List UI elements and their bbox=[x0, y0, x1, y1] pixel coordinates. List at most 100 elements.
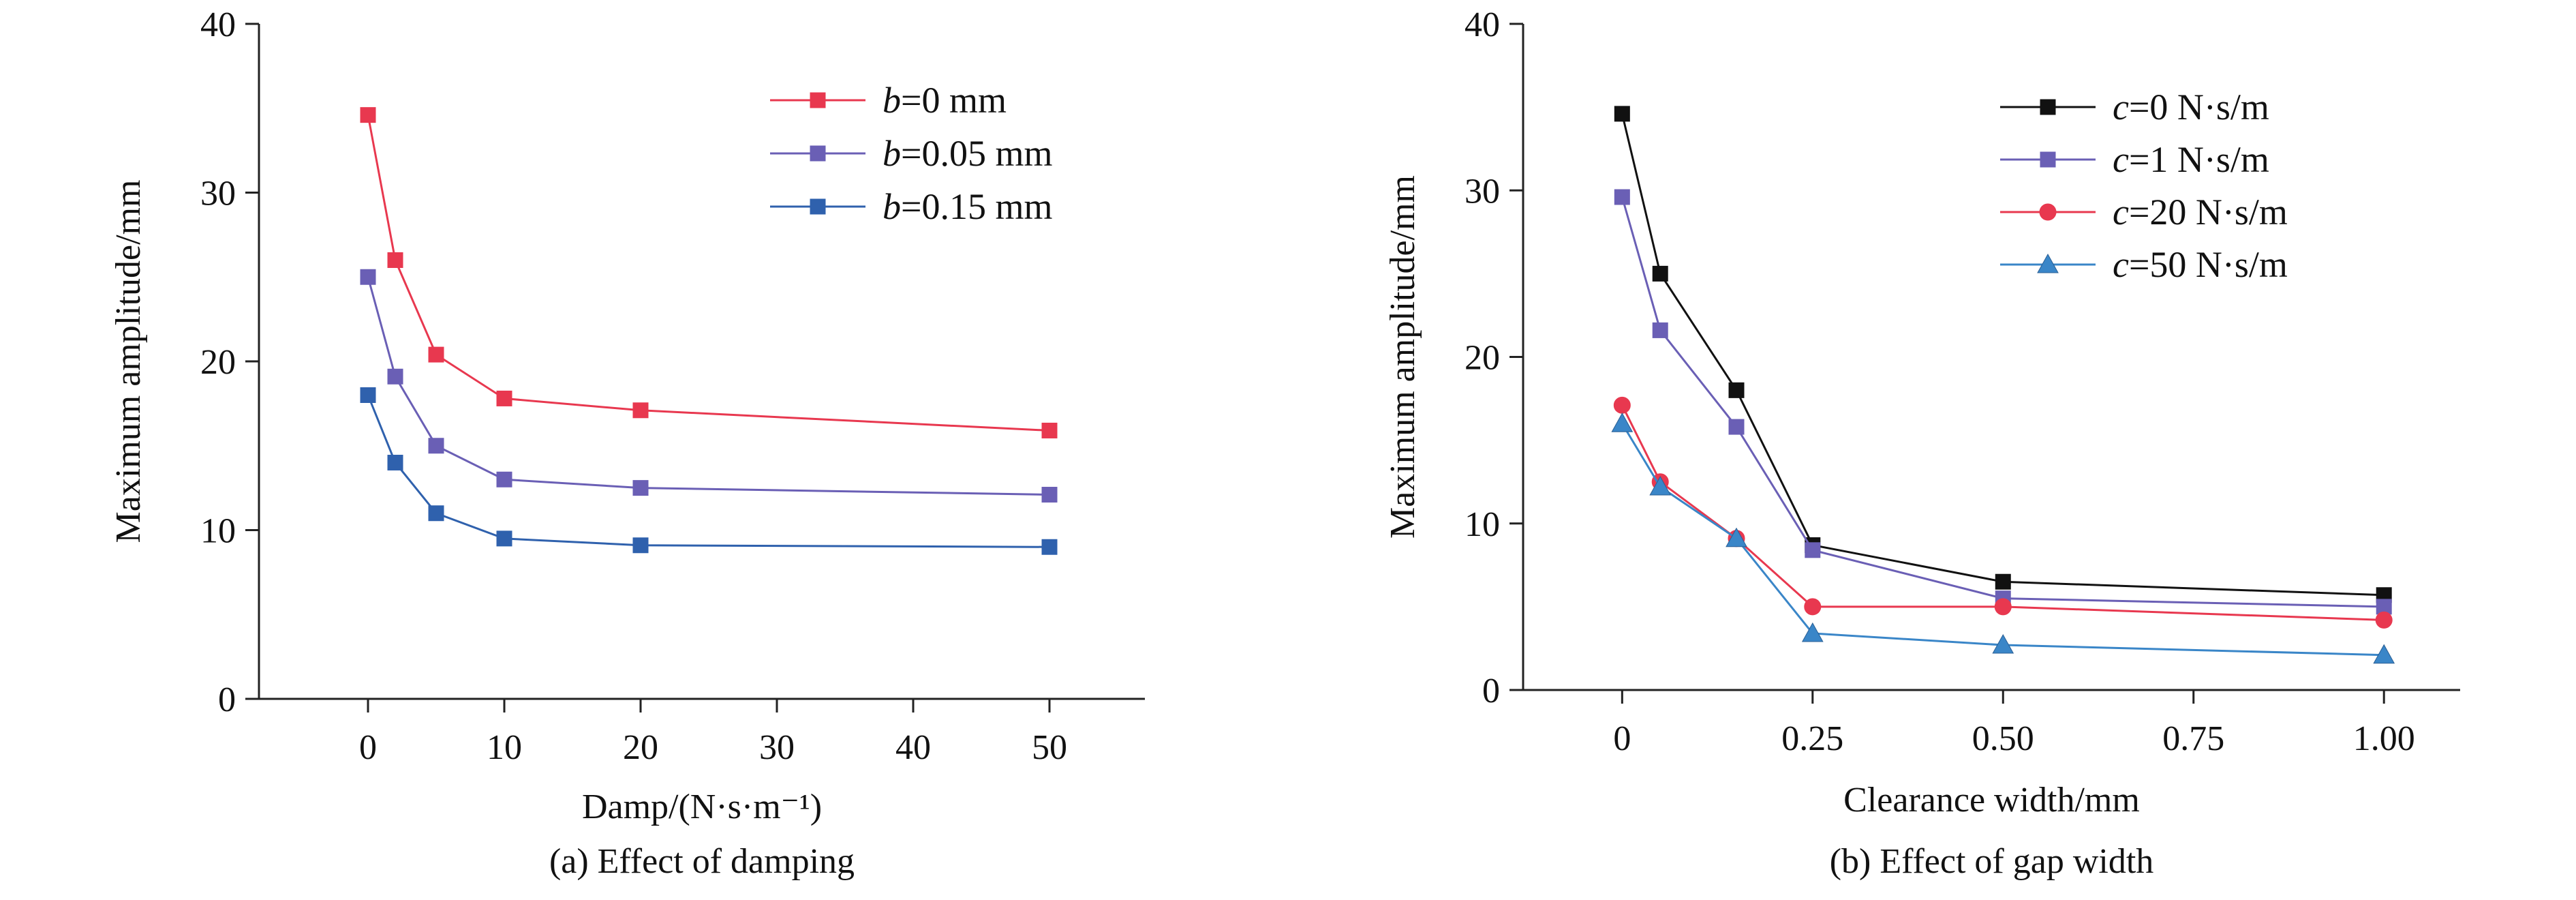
legend-item: c=20 N·s/m bbox=[2000, 192, 2288, 232]
legend-value: =0.15 mm bbox=[901, 186, 1052, 227]
x-tick-label: 10 bbox=[487, 728, 522, 767]
y-tick-label: 20 bbox=[200, 343, 236, 382]
data-point bbox=[496, 530, 512, 547]
legend-item: b=0 mm bbox=[770, 80, 1007, 121]
legend-symbol: b bbox=[883, 80, 901, 121]
data-point bbox=[496, 390, 512, 406]
data-point bbox=[387, 368, 403, 385]
x-tick-label: 0 bbox=[359, 728, 377, 767]
y-tick-label: 20 bbox=[1465, 339, 1500, 378]
legend-value: =0.05 mm bbox=[901, 133, 1052, 174]
data-point bbox=[496, 471, 512, 487]
legend-marker bbox=[810, 198, 826, 215]
y-tick-label: 0 bbox=[1482, 672, 1500, 710]
data-point bbox=[1804, 598, 1822, 616]
legend-label: b=0.15 mm bbox=[883, 186, 1052, 227]
legend: c=0 N·s/mc=1 N·s/mc=20 N·s/mc=50 N·s/m bbox=[2000, 87, 2288, 285]
legend-marker bbox=[810, 145, 826, 162]
data-point bbox=[2375, 611, 2393, 629]
legend-label: c=50 N·s/m bbox=[2113, 244, 2288, 285]
y-tick-label: 10 bbox=[200, 512, 236, 551]
data-point bbox=[632, 402, 649, 419]
chart-effect-of-gap-width: 0 10 20 30 40 0 0.25 0.50 0.75 1.00 Maximum amplit… bbox=[1383, 5, 2460, 881]
y-tick-label: 0 bbox=[218, 680, 236, 719]
data-point bbox=[1801, 622, 1824, 642]
series-2 bbox=[360, 387, 1058, 555]
legend-value: =0 mm bbox=[901, 80, 1007, 121]
y-tick-label: 40 bbox=[200, 5, 236, 44]
data-point bbox=[1614, 189, 1630, 205]
data-point bbox=[1995, 573, 2011, 590]
x-tick-label: 0.75 bbox=[2162, 719, 2224, 758]
legend-item: c=0 N·s/m bbox=[2000, 87, 2269, 127]
legend-item: c=1 N·s/m bbox=[2000, 139, 2269, 180]
axes-frame bbox=[1522, 24, 2460, 691]
legend-label: b=0.05 mm bbox=[883, 133, 1052, 174]
data-point bbox=[387, 252, 403, 268]
data-point bbox=[2373, 644, 2395, 664]
x-axis-label: Damp/(N·s·m⁻¹) bbox=[582, 787, 822, 826]
y-tick-label: 40 bbox=[1465, 5, 1500, 44]
x-tick-label: 50 bbox=[1032, 728, 1067, 767]
series-line bbox=[1621, 113, 2385, 597]
data-point bbox=[1992, 634, 2014, 654]
x-tick-label: 0.25 bbox=[1781, 719, 1843, 758]
x-tick-label: 30 bbox=[759, 728, 795, 767]
series-0 bbox=[1614, 106, 2392, 603]
chart-caption: (b) Effect of gap width bbox=[1830, 842, 2154, 881]
legend-marker bbox=[2039, 203, 2057, 221]
series-1 bbox=[360, 269, 1058, 503]
series-line bbox=[367, 276, 1050, 496]
legend-symbol: c bbox=[2113, 192, 2129, 232]
data-point bbox=[428, 438, 444, 454]
data-point bbox=[1613, 396, 1631, 414]
data-point bbox=[1726, 527, 1747, 548]
data-point bbox=[1041, 539, 1058, 555]
x-axis-label: Clearance width/mm bbox=[1843, 781, 2140, 820]
data-point bbox=[632, 537, 649, 554]
legend-value: =0 N·s/m bbox=[2129, 87, 2269, 127]
y-tick-label: 30 bbox=[200, 175, 236, 213]
data-point bbox=[1652, 322, 1668, 338]
x-tick-label: 1.00 bbox=[2353, 719, 2415, 758]
x-tick-label: 40 bbox=[895, 728, 931, 767]
data-point bbox=[1805, 542, 1821, 558]
data-point bbox=[387, 455, 403, 470]
data-point bbox=[1652, 265, 1668, 282]
series-3 bbox=[1611, 412, 2395, 664]
data-point bbox=[360, 269, 376, 285]
data-point bbox=[632, 480, 649, 496]
chart-caption: (a) Effect of damping bbox=[549, 842, 855, 881]
legend-symbol: c bbox=[2113, 139, 2129, 180]
data-point bbox=[1611, 412, 1634, 432]
data-point bbox=[360, 387, 376, 403]
y-axis-label: Maximum amplitude/mm bbox=[1383, 175, 1422, 539]
data-point bbox=[428, 346, 444, 363]
y-axis-label: Maximum amplitude/mm bbox=[109, 180, 148, 543]
legend-marker bbox=[810, 92, 826, 108]
legend-symbol: c bbox=[2113, 87, 2129, 127]
legend-label: b=0 mm bbox=[883, 80, 1007, 121]
x-tick-label: 0 bbox=[1613, 719, 1631, 758]
legend-symbol: c bbox=[2113, 244, 2129, 285]
legend-label: c=1 N·s/m bbox=[2113, 139, 2269, 180]
legend-label: c=20 N·s/m bbox=[2113, 192, 2288, 232]
series-line bbox=[367, 115, 1050, 432]
y-tick-label: 30 bbox=[1465, 172, 1500, 211]
data-point bbox=[1994, 598, 2012, 616]
data-point bbox=[1728, 382, 1745, 398]
data-point bbox=[428, 505, 444, 522]
legend-symbol: b bbox=[883, 133, 901, 174]
legend: b=0 mmb=0.05 mmb=0.15 mm bbox=[770, 80, 1052, 227]
legend-marker bbox=[2037, 253, 2059, 273]
legend-value: =1 N·s/m bbox=[2129, 139, 2269, 180]
data-point bbox=[360, 107, 376, 123]
legend-item: b=0.15 mm bbox=[770, 186, 1052, 227]
legend-item: c=50 N·s/m bbox=[2000, 244, 2288, 285]
data-point bbox=[1614, 106, 1630, 122]
data-point bbox=[1649, 475, 1672, 496]
series-line bbox=[1621, 196, 2385, 608]
series-0 bbox=[360, 107, 1058, 438]
legend-marker bbox=[2040, 151, 2056, 168]
